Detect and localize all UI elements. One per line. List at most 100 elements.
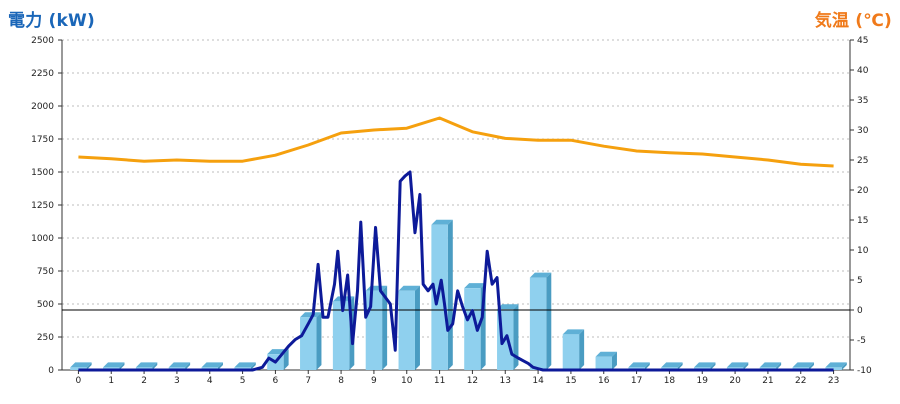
x-tick-label: 11 [434,376,445,386]
left-tick-label: 2500 [31,36,54,46]
x-tick-label: 8 [338,376,344,386]
bar-top [300,312,322,318]
bar-side [250,362,256,370]
x-tick-label: 18 [664,376,676,386]
right-tick-label: 5 [857,276,863,286]
x-tick-label: 23 [828,376,839,386]
bar-top [792,362,814,368]
bar-top [464,283,486,289]
right-tick-label: 25 [857,156,868,166]
x-tick-label: 6 [273,376,279,386]
bar-side [611,351,617,370]
x-tick-label: 19 [697,376,709,386]
x-tick-label: 13 [500,376,511,386]
right-tick-label: 30 [857,126,869,136]
bar-top [103,362,125,368]
right-axis-title: 気温 (℃) [814,11,892,31]
bar-top [562,329,585,335]
bar-side [185,362,191,370]
bar-side [86,362,92,370]
x-tick-label: 5 [240,376,246,386]
bar-top [70,362,92,368]
bar-top [529,272,552,278]
right-tick-label: 40 [857,66,869,76]
bar-side [546,272,552,370]
bar-side [414,285,420,370]
bar-side [316,312,322,370]
bar-top [825,362,847,368]
bar-top [726,362,749,368]
bar [398,290,415,370]
x-tick-label: 15 [565,376,576,386]
bar [825,367,842,370]
bar-top [398,285,420,291]
left-tick-label: 2000 [31,102,54,112]
bar-top [759,362,782,368]
bar-side [513,304,519,370]
x-tick-label: 10 [401,376,413,386]
bar-top [628,362,650,368]
bar-top [595,351,617,357]
bar-side [644,362,650,370]
x-tick-label: 12 [467,376,478,386]
bar [595,356,612,370]
left-tick-label: 1750 [31,135,54,145]
x-tick-label: 22 [795,376,806,386]
bar-side [743,362,749,370]
bar-top [234,362,256,368]
bar-side [841,362,847,370]
right-tick-label: 0 [857,306,863,316]
x-tick-label: 14 [532,376,544,386]
bar [431,224,448,370]
x-tick-label: 16 [598,376,610,386]
left-tick-label: 0 [48,366,54,376]
bar-side [152,362,158,370]
x-tick-label: 21 [762,376,773,386]
bar-side [119,362,125,370]
bar-side [447,219,453,370]
x-tick-label: 1 [108,376,114,386]
bar [332,301,350,370]
right-tick-label: 15 [857,216,868,226]
temperature-line [78,116,834,168]
bar-side [217,362,223,370]
bar [562,334,580,370]
bar [365,290,383,370]
x-tick-label: 17 [631,376,642,386]
left-tick-label: 250 [37,333,54,343]
x-tick-label: 7 [305,376,311,386]
bar-side [710,362,716,370]
left-tick-label: 1500 [31,168,54,178]
x-tick-label: 20 [729,376,741,386]
bar [464,288,481,370]
bar [529,277,547,370]
right-tick-label: 45 [857,36,868,46]
left-tick-label: 500 [37,300,54,310]
left-tick-label: 750 [37,267,54,277]
right-tick-label: -5 [857,336,866,346]
bar-side [382,285,388,370]
bar-side [283,349,289,370]
left-tick-label: 1000 [31,234,54,244]
bar-side [677,362,683,370]
bar-top [431,219,453,225]
x-tick-label: 4 [207,376,213,386]
left-tick-label: 2250 [31,69,54,79]
bar-top [168,362,191,368]
bar-top [661,362,683,368]
x-tick-label: 9 [371,376,377,386]
bar-side [579,329,585,370]
power-line [78,170,834,372]
x-tick-label: 2 [141,376,147,386]
right-tick-label: 35 [857,96,868,106]
right-tick-label: 20 [857,186,869,196]
right-tick-label: -10 [857,366,872,376]
right-tick-label: 10 [857,246,869,256]
left-axis-title: 電力 (kW) [8,11,95,31]
bar-side [776,362,782,370]
x-tick-label: 3 [174,376,180,386]
bar-top [497,304,519,310]
bar-side [808,362,814,370]
